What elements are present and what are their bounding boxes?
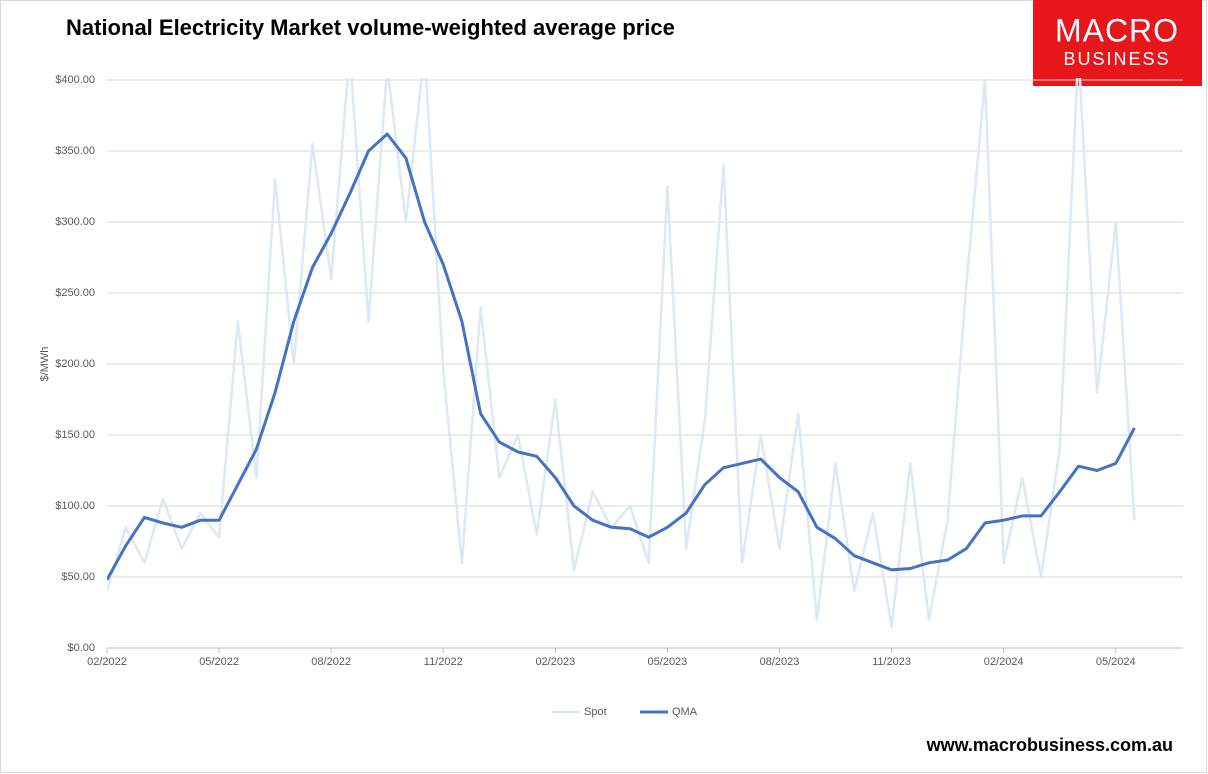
y-axis-label: $/MWh bbox=[39, 347, 51, 382]
x-tick-label: 02/2024 bbox=[984, 656, 1024, 668]
x-tick-label: 11/2022 bbox=[424, 656, 463, 668]
logo-bottom: BUSINESS bbox=[1063, 49, 1170, 69]
chart-title: National Electricity Market volume-weigh… bbox=[66, 15, 675, 40]
y-tick-label: $300.00 bbox=[55, 216, 95, 228]
x-tick-label: 05/2022 bbox=[199, 656, 239, 668]
logo-top: MACRO bbox=[1055, 12, 1179, 48]
logo: MACRO BUSINESS bbox=[1033, 0, 1202, 86]
y-tick-label: $350.00 bbox=[55, 145, 95, 157]
logo-box bbox=[1033, 0, 1202, 86]
x-tick-label: 08/2023 bbox=[760, 656, 800, 668]
legend-label: QMA bbox=[672, 706, 698, 718]
y-tick-label: $400.00 bbox=[55, 74, 95, 86]
x-tick-label: 11/2023 bbox=[872, 656, 911, 668]
series-line bbox=[107, 78, 1136, 628]
y-tick-label: $50.00 bbox=[61, 571, 95, 583]
x-tick-label: 02/2022 bbox=[87, 656, 127, 668]
y-tick-label: $200.00 bbox=[55, 358, 95, 370]
legend-label: Spot bbox=[584, 706, 607, 718]
x-tick-label: 02/2023 bbox=[535, 656, 575, 668]
x-tick-label: 05/2024 bbox=[1096, 656, 1136, 668]
source-url: www.macrobusiness.com.au bbox=[926, 735, 1173, 755]
series-line bbox=[107, 132, 1136, 581]
x-tick-label: 08/2022 bbox=[311, 656, 351, 668]
y-tick-label: $250.00 bbox=[55, 287, 95, 299]
y-tick-label: $100.00 bbox=[55, 500, 95, 512]
y-tick-label: $0.00 bbox=[67, 642, 95, 654]
x-tick-label: 05/2023 bbox=[648, 656, 688, 668]
y-tick-label: $150.00 bbox=[55, 429, 95, 441]
